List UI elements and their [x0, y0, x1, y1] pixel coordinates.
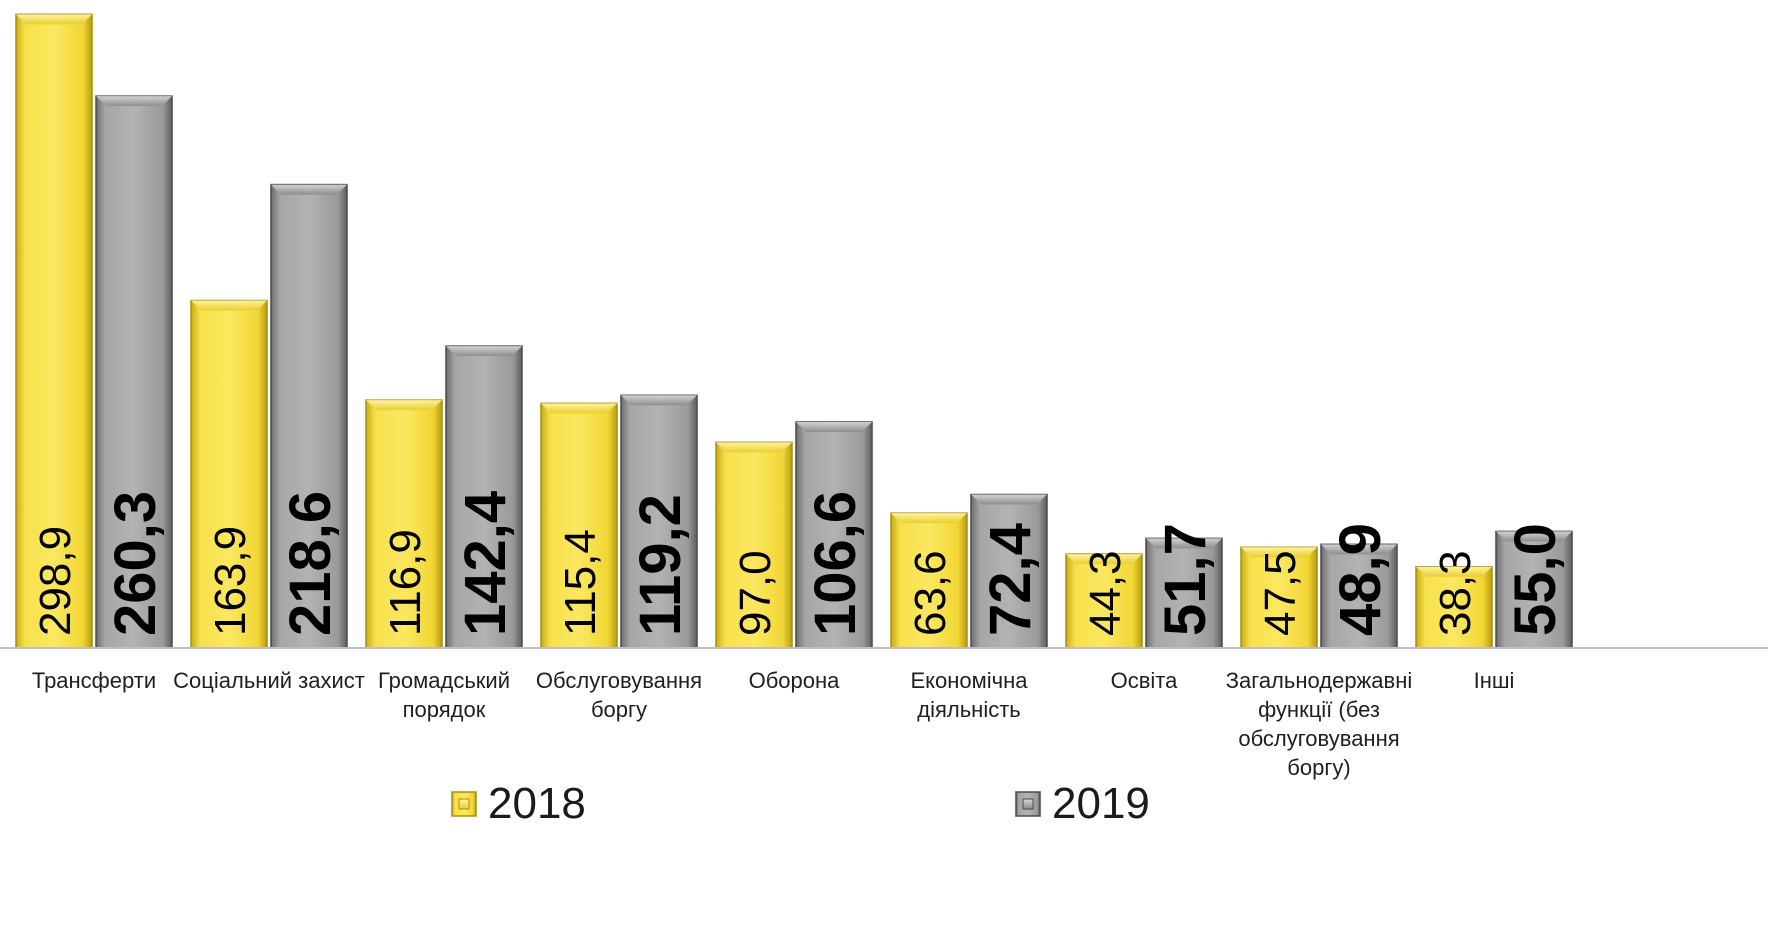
bar-body	[1065, 553, 1143, 649]
value-label-2019-1: 260,3	[103, 491, 168, 636]
bar-body	[1240, 546, 1318, 649]
bar-bevel	[716, 442, 792, 453]
bar-2018-7	[1065, 553, 1143, 649]
bar-2019-7	[1145, 537, 1223, 649]
category-label-6: Економічна діяльність	[910, 668, 1028, 722]
bar-body	[1495, 530, 1573, 649]
value-label-2019-4: 119,2	[628, 494, 693, 636]
value-label-2019-3: 142,4	[453, 491, 518, 636]
bar-2019-3	[445, 345, 523, 649]
value-label-2018-8: 47,5	[1256, 550, 1305, 636]
bar-bevel	[1321, 544, 1397, 555]
bar-body	[365, 399, 443, 649]
bar-bevel	[891, 513, 967, 524]
value-label-2019-6: 72,4	[978, 523, 1043, 636]
legend-item-2019: 2019	[1015, 779, 1150, 828]
bar-2019-2	[270, 183, 348, 649]
category-label-9: Інші	[1474, 668, 1515, 693]
value-label-2018-2: 163,9	[206, 526, 255, 636]
bar-2018-5	[715, 441, 793, 649]
bar-2019-9	[1495, 530, 1573, 649]
bar-body	[540, 402, 618, 649]
bar-body	[15, 13, 93, 649]
category-label-2: Соціальний захист	[173, 668, 365, 693]
bar-2019-5	[795, 421, 873, 649]
bar-bevel	[621, 395, 697, 406]
bar-2018-3	[365, 399, 443, 649]
bar-body	[1145, 537, 1223, 649]
legend-label: 2019	[1052, 779, 1150, 828]
category-label-3: Громадський порядок	[378, 668, 510, 722]
value-label-2018-3: 116,9	[381, 529, 430, 636]
bar-bevel	[971, 494, 1047, 505]
bar-2019-4	[620, 394, 698, 649]
value-label-2019-9: 55,0	[1503, 523, 1568, 636]
bar-body	[1415, 566, 1493, 649]
value-label-2018-1: 298,9	[31, 526, 80, 636]
value-label-2018-7: 44,3	[1081, 550, 1130, 636]
value-label-2019-8: 48,9	[1328, 523, 1393, 636]
category-label-4: Обслуговування боргу	[536, 668, 702, 722]
bar-bevel	[191, 300, 267, 311]
bar-bevel	[366, 400, 442, 411]
bar-bevel	[1416, 566, 1492, 577]
category-label-8: Загальнодержавні функції (без обслуговуван…	[1226, 668, 1412, 780]
bar-body	[445, 345, 523, 649]
legend-swatch-inner	[1022, 798, 1034, 810]
bar-bevel	[541, 403, 617, 414]
bar-2018-2	[190, 299, 268, 649]
bar-bevel	[1066, 554, 1142, 565]
bar-2019-8	[1320, 543, 1398, 649]
value-label-2018-5: 97,0	[731, 550, 780, 636]
category-label-5: Оборона	[749, 668, 841, 693]
bar-body	[715, 441, 793, 649]
bar-2018-4	[540, 402, 618, 649]
bar-bevel	[16, 14, 92, 25]
bar-body	[1320, 543, 1398, 649]
value-label-2019-7: 51,7	[1153, 523, 1218, 636]
value-label-2018-6: 63,6	[906, 550, 955, 636]
legend-swatch-inner	[458, 798, 470, 810]
bar-bevel	[796, 422, 872, 433]
bar-bevel	[96, 96, 172, 107]
bar-bevel	[1146, 538, 1222, 549]
bar-body	[190, 299, 268, 649]
bar-bevel	[1496, 531, 1572, 542]
category-label-7: Освіта	[1111, 668, 1179, 693]
bar-body	[795, 421, 873, 649]
legend-item-2018: 2018	[451, 779, 586, 828]
plot-area: 298,9 260,3 163,9 218,6 116,9 142,4 115,4 119,2…	[15, 13, 1573, 649]
bar-2018-8	[1240, 546, 1318, 649]
value-label-2018-9: 38,3	[1431, 550, 1480, 636]
value-label-2019-5: 106,6	[803, 491, 868, 636]
category-labels: Трансферти Соціальний захист Громадський по…	[32, 668, 1515, 780]
value-label-2019-2: 218,6	[278, 491, 343, 636]
category-label-1: Трансферти	[32, 668, 156, 693]
value-label-2018-4: 115,4	[556, 529, 605, 636]
bar-2018-1	[15, 13, 93, 649]
bar-2018-9	[1415, 566, 1493, 649]
legend-label: 2018	[488, 779, 586, 828]
bar-bevel	[271, 184, 347, 195]
legend: 2018 2019	[451, 779, 1150, 828]
bar-bevel	[446, 346, 522, 357]
bar-bevel	[1241, 547, 1317, 558]
